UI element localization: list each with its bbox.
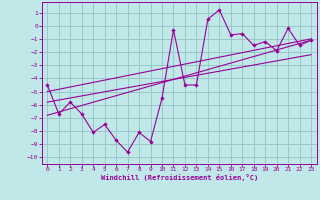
X-axis label: Windchill (Refroidissement éolien,°C): Windchill (Refroidissement éolien,°C): [100, 174, 258, 181]
